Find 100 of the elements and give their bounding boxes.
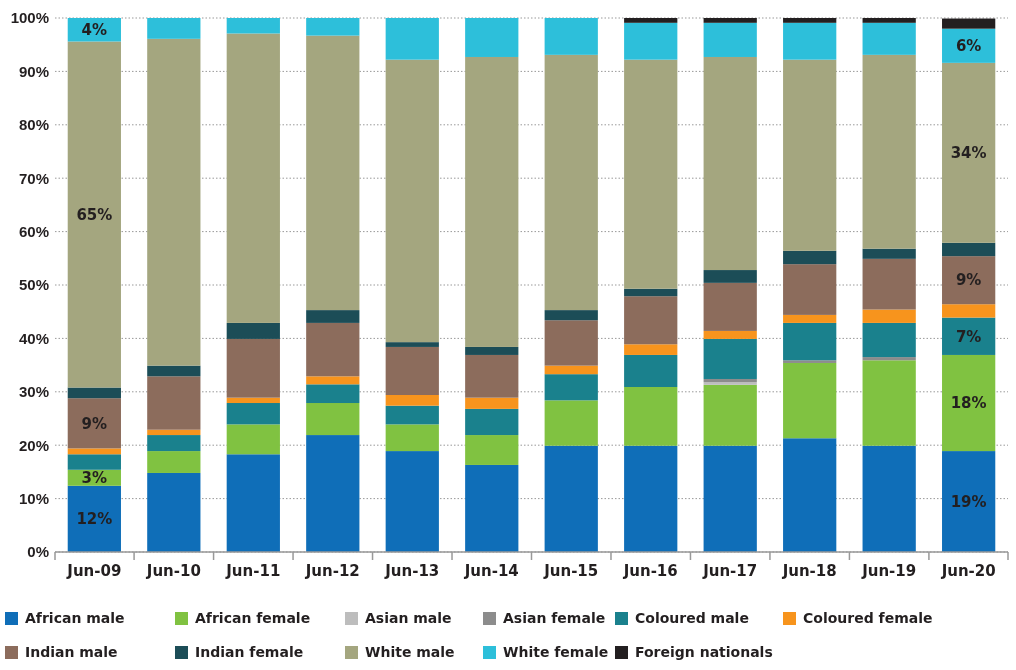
- bar: [544, 400, 598, 446]
- data-label: 18%: [950, 394, 987, 413]
- bar: [783, 250, 837, 265]
- bar: [862, 309, 916, 323]
- y-tick-label: 80%: [18, 116, 49, 134]
- bar: [703, 282, 757, 331]
- bar: [624, 18, 678, 23]
- bar: [147, 376, 201, 430]
- bar: [465, 408, 519, 436]
- data-label: 7%: [955, 327, 982, 346]
- y-tick-label: 30%: [18, 383, 49, 401]
- x-tick-label: Jun-11: [225, 562, 281, 580]
- bar: [783, 22, 837, 60]
- bar: [783, 438, 837, 552]
- x-tick-label: Jun-20: [940, 562, 996, 580]
- y-tick-label: 50%: [18, 276, 49, 294]
- bar: [306, 435, 360, 552]
- bar: [147, 18, 201, 39]
- y-tick-label: 60%: [18, 222, 49, 240]
- bar: [862, 248, 916, 259]
- bar: [783, 362, 837, 439]
- data-label: 9%: [81, 414, 108, 433]
- legend-label: White male: [365, 644, 455, 660]
- x-tick-label: Jun-13: [384, 562, 440, 580]
- bar: [942, 354, 996, 452]
- data-label: 3%: [81, 469, 108, 488]
- bar: [703, 18, 757, 23]
- bar: [942, 62, 996, 243]
- bar: [624, 344, 678, 355]
- bar: [465, 346, 519, 355]
- x-tick-label: Jun-10: [145, 562, 201, 580]
- bar: [783, 314, 837, 323]
- bar: [942, 256, 996, 305]
- bar: [226, 33, 280, 323]
- x-tick-label: Jun-18: [781, 562, 837, 580]
- bar: [465, 18, 519, 57]
- y-tick-label: 90%: [18, 62, 49, 80]
- bar: [226, 397, 280, 404]
- bar: [147, 472, 201, 552]
- bar: [783, 18, 837, 23]
- bar: [703, 330, 757, 339]
- bar: [942, 18, 996, 29]
- bar: [226, 18, 280, 34]
- bar: [862, 22, 916, 55]
- x-tick-label: Jun-09: [66, 562, 122, 580]
- legend-label: Foreign nationals: [635, 644, 773, 660]
- bar: [862, 54, 916, 249]
- bar: [67, 398, 121, 449]
- x-tick-label: Jun-19: [861, 562, 917, 580]
- bar: [67, 485, 121, 552]
- legend-label: Coloured male: [635, 610, 749, 626]
- bar: [67, 454, 121, 470]
- x-tick-label: Jun-15: [543, 562, 599, 580]
- bar: [67, 387, 121, 399]
- y-tick-label: 10%: [18, 489, 49, 507]
- bar: [783, 264, 837, 315]
- data-label: 4%: [81, 21, 108, 39]
- bar: [385, 59, 439, 343]
- y-tick-label: 70%: [18, 169, 49, 187]
- y-tick-label: 20%: [18, 436, 49, 454]
- bar: [544, 374, 598, 401]
- bar: [703, 338, 757, 379]
- bar: [147, 451, 201, 473]
- bar: [465, 56, 519, 347]
- bar: [862, 360, 916, 446]
- bar: [624, 288, 678, 297]
- bar: [703, 378, 757, 383]
- bar: [624, 354, 678, 387]
- bar: [226, 338, 280, 398]
- bar: [544, 54, 598, 311]
- bar: [624, 22, 678, 60]
- bar: [147, 429, 201, 436]
- legend-label: African male: [25, 610, 125, 626]
- bar: [147, 365, 201, 377]
- bar: [306, 310, 360, 323]
- bar: [385, 424, 439, 452]
- bar: [703, 445, 757, 552]
- bar: [544, 310, 598, 321]
- bar: [385, 342, 439, 347]
- bar: [942, 304, 996, 318]
- bar: [67, 41, 121, 388]
- bar: [783, 59, 837, 251]
- bar: [465, 354, 519, 398]
- bar: [544, 365, 598, 375]
- bar: [385, 405, 439, 425]
- x-tick-label: Jun-17: [702, 562, 758, 580]
- bar: [942, 451, 996, 552]
- bar: [465, 397, 519, 409]
- bar: [862, 357, 916, 361]
- data-label: 19%: [950, 492, 987, 511]
- bar: [703, 22, 757, 57]
- bar: [465, 435, 519, 465]
- bar: [942, 317, 996, 355]
- bar: [942, 242, 996, 257]
- data-label: 34%: [950, 144, 987, 163]
- bar: [306, 376, 360, 385]
- bar: [226, 403, 280, 425]
- data-label: 6%: [955, 37, 982, 56]
- legend-label: White female: [503, 644, 609, 660]
- bar: [703, 270, 757, 283]
